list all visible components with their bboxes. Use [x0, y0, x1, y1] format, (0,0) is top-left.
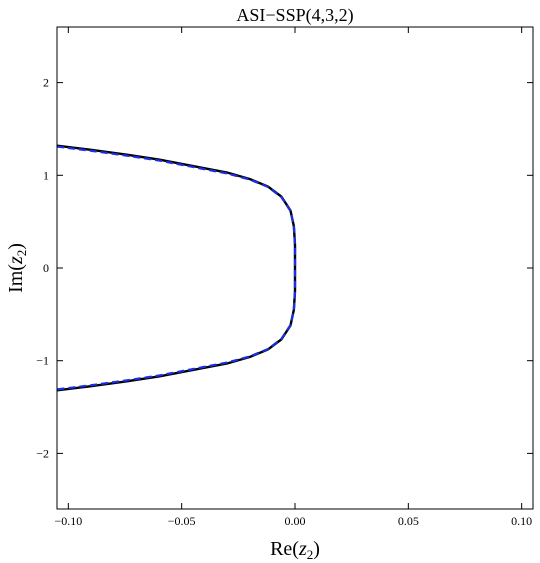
y-tick-label: 2: [43, 76, 49, 90]
x-tick-label: 0.10: [511, 514, 532, 528]
series-layer: [57, 144, 297, 392]
x-tick-label: −0.05: [168, 514, 196, 528]
y-tick-label: −1: [36, 354, 49, 368]
x-tick-label: 0.05: [398, 514, 419, 528]
y-axis-label: Im(z2): [5, 243, 29, 293]
series-dashed-line: [57, 145, 297, 391]
series-solid-line: [57, 144, 297, 392]
y-tick-label: −2: [36, 446, 49, 460]
y-tick-label: 0: [43, 261, 49, 275]
x-axis-label: Re(z2): [270, 538, 320, 562]
chart-title: ASI−SSP(4,3,2): [236, 5, 353, 26]
y-tick-label: 1: [43, 168, 49, 182]
ticks-layer: −0.10 −0.05 0.00 0.05 0.10 −2 −1 0 1 2: [36, 27, 533, 528]
x-tick-label: 0.00: [285, 514, 306, 528]
x-tick-label: −0.10: [54, 514, 82, 528]
